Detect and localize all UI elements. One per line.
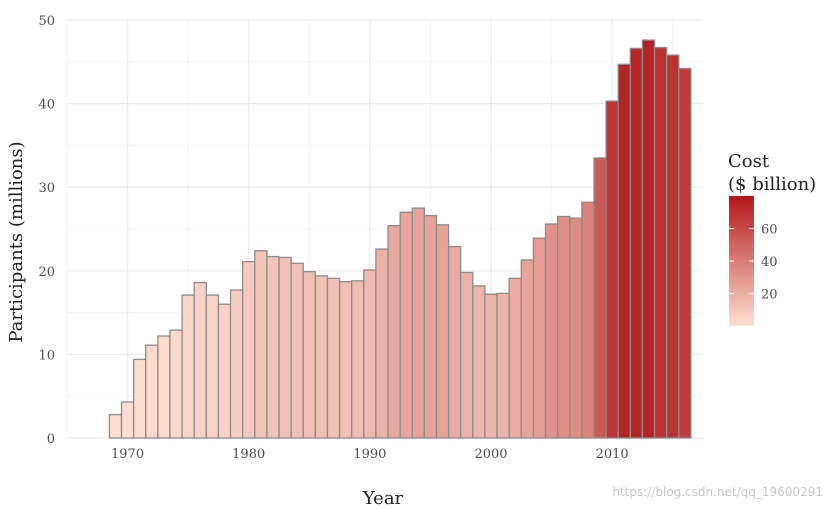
bar [653,46,668,439]
y-tick-label: 40 [38,98,55,113]
bar [423,214,438,439]
legend-title-line1: Cost [728,151,770,172]
bar [666,54,680,439]
bar [120,401,135,439]
bar [302,270,316,439]
legend-tick-label: 60 [761,223,778,238]
bar [411,207,426,439]
x-tick-label: 2010 [596,447,629,462]
bar [544,223,559,439]
legend-title-line2: ($ billion) [728,174,816,195]
y-tick-label: 10 [38,348,55,363]
bar [363,269,377,439]
legend: Cost ($ billion) 20 40 60 [728,151,816,326]
bar [375,248,389,439]
x-axis-ticks: 1970 1980 1990 2000 2010 [111,447,629,462]
bar [484,293,498,439]
bar [290,262,304,439]
y-tick-label: 0 [47,432,55,447]
bar [157,335,171,439]
bar [351,280,365,439]
bar [641,39,656,439]
bar [569,217,583,439]
bar [338,281,353,439]
bars [108,39,692,439]
x-tick-label: 1980 [232,447,265,462]
bar [496,292,510,439]
bar [132,358,147,439]
bar [108,413,123,439]
legend-tick-label: 40 [761,255,778,270]
bar [326,277,341,439]
bar [242,260,256,439]
bar [145,344,159,439]
bar [314,275,329,439]
y-tick-label: 30 [38,181,55,196]
bar [593,157,607,439]
x-tick-label: 2000 [474,447,507,462]
bar [605,100,619,439]
bar [387,225,401,439]
bar [217,303,232,439]
y-axis-title: Participants (millions) [6,141,27,342]
legend-ticks: 20 40 60 [729,223,778,303]
bar [629,47,644,439]
bar [508,277,522,439]
bar [581,201,595,439]
bar [181,294,195,439]
bar [205,294,220,439]
bar [266,255,280,439]
bar [229,289,244,439]
y-axis-ticks: 0 10 20 30 40 50 [38,14,55,447]
bar [556,215,571,439]
bar [460,271,474,439]
bar [532,237,547,439]
x-axis-title: Year [362,488,404,509]
y-tick-label: 50 [38,14,55,29]
bar [678,67,692,439]
bar [278,256,292,439]
bar [447,245,462,439]
bar [254,250,268,439]
bar [617,63,631,439]
legend-tick-label: 20 [761,288,778,303]
bar [399,211,413,439]
x-tick-label: 1990 [353,447,386,462]
bar [435,224,450,439]
watermark: https://blog.csdn.net/qq_19600291 [612,485,823,499]
y-tick-label: 20 [38,265,55,280]
bar [169,329,183,439]
bar [472,285,486,439]
x-tick-label: 1970 [111,447,144,462]
bar [193,281,207,439]
bar [520,259,535,439]
